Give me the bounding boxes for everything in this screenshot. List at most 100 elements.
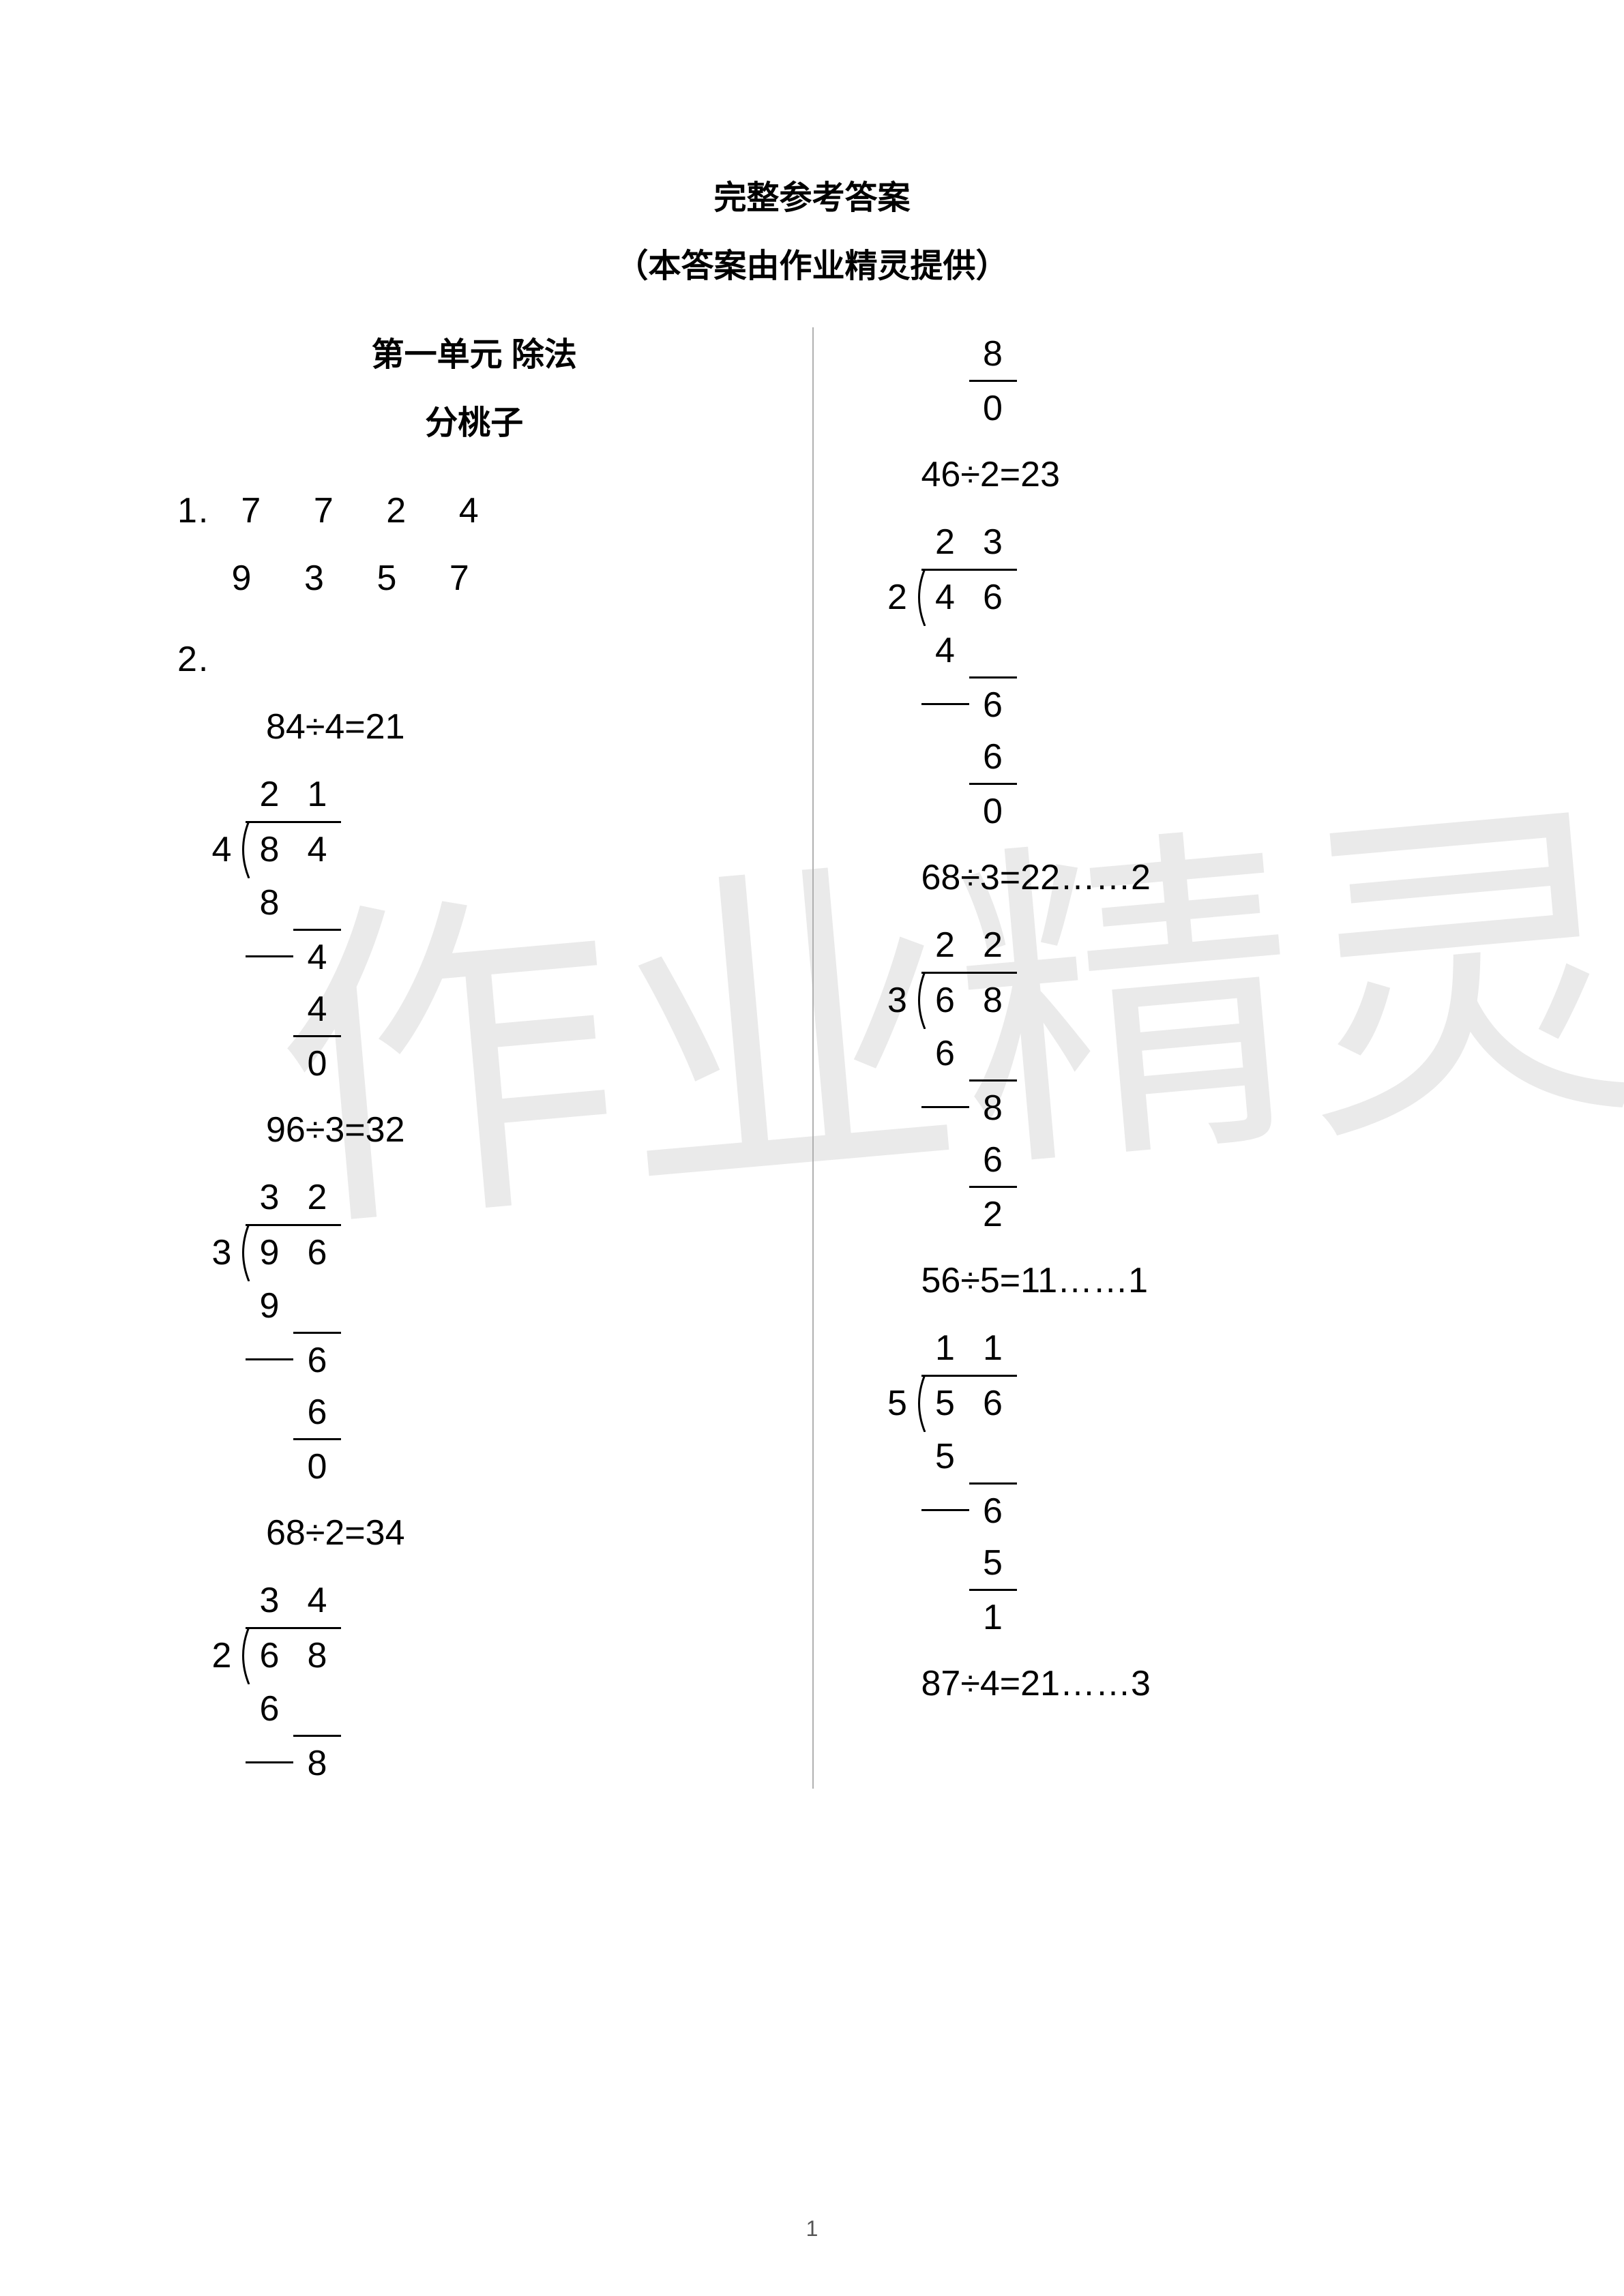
equation: 96÷3=32 (266, 1109, 771, 1150)
q1-values-row2: 9 3 5 7 (211, 558, 490, 598)
s-digit: 6 (921, 1027, 969, 1080)
d-digit: 5 (921, 1377, 969, 1430)
step-row: 6 (874, 1133, 1447, 1187)
step-row: 4 (198, 983, 771, 1036)
quotient-bar: 2 2 (921, 919, 1017, 974)
long-division-3: 3 4 2 6 8 6 (198, 1574, 771, 1789)
rule (246, 955, 293, 957)
s-digit: 6 (293, 1386, 341, 1439)
q-digit: 1 (293, 768, 341, 821)
quotient-bar: 2 1 (246, 768, 341, 823)
step-row: 1 (874, 1590, 1447, 1643)
long-division-r2: 2 2 3 6 8 6 8 6 (874, 919, 1447, 1240)
q1-v: 3 (284, 545, 345, 612)
step-row: 4 (874, 624, 1447, 677)
quotient-bar: 1 1 (921, 1322, 1017, 1377)
q-digit: 3 (246, 1171, 293, 1224)
d-digit: 8 (969, 974, 1017, 1027)
step-row: 6 (874, 1483, 1447, 1536)
q1-v: 7 (221, 477, 282, 545)
q1-values-row1: 7 7 2 4 (221, 491, 500, 531)
quotient-bar: 2 3 (921, 516, 1017, 571)
step-row: 6 (198, 1332, 771, 1386)
step-row: 8 (874, 1080, 1447, 1133)
unit-title: 第一单元 除法 (177, 327, 771, 375)
q-digit: 2 (969, 919, 1017, 972)
step-row: 5 (874, 1536, 1447, 1590)
step-row: 6 (874, 730, 1447, 784)
s-digit: 0 (293, 1035, 341, 1090)
step-row: 6 (874, 677, 1447, 730)
step-row: 0 (198, 1439, 771, 1492)
equation: 87÷4=21……3 (921, 1663, 1447, 1704)
step-row: 0 (198, 1036, 771, 1089)
d-digit: 6 (969, 1377, 1017, 1430)
dividend-row: 3 6 8 (874, 974, 1447, 1027)
s-digit: 6 (969, 730, 1017, 784)
step-row: 6 (198, 1386, 771, 1439)
s-digit: 5 (921, 1430, 969, 1483)
s-digit: 9 (246, 1279, 293, 1332)
subtitle: （本答案由作业精灵提供） (136, 239, 1488, 286)
q1-v: 7 (429, 545, 490, 612)
s-digit: 0 (969, 783, 1017, 838)
step-row: 2 (874, 1187, 1447, 1240)
long-division-1: 2 1 4 8 4 8 (198, 768, 771, 1089)
s-digit: 4 (921, 624, 969, 677)
divisor: 5 (874, 1377, 921, 1430)
step-row: 6 (198, 1682, 771, 1735)
divisor: 2 (874, 571, 921, 624)
d-digit: 8 (246, 823, 293, 876)
d-digit: 8 (293, 1629, 341, 1682)
step-row: 9 (198, 1279, 771, 1332)
long-division-tail: 8 0 (874, 327, 1447, 434)
q-digit: 1 (921, 1322, 969, 1375)
dividend-row: 3 9 6 (198, 1226, 771, 1279)
d-digit: 6 (246, 1629, 293, 1682)
answer-row-2: 9 3 5 7 (211, 545, 771, 612)
divisor: 2 (198, 1629, 246, 1682)
q-digit: 2 (293, 1171, 341, 1224)
right-column: 8 0 46÷2=23 2 3 2 4 (812, 327, 1488, 1809)
q-digit: 2 (921, 919, 969, 972)
s-digit: 8 (293, 1735, 341, 1790)
step-row: 6 (874, 1027, 1447, 1080)
q-digit: 3 (246, 1574, 293, 1627)
left-column: 第一单元 除法 分桃子 1. 7 7 2 4 9 3 5 (136, 327, 812, 1809)
q-digit: 2 (246, 768, 293, 821)
section-title: 分桃子 (177, 396, 771, 443)
step-row: 8 (198, 1735, 771, 1789)
step-row: 0 (874, 784, 1447, 837)
dividend-row: 4 8 4 (198, 823, 771, 876)
equation: 84÷4=21 (266, 706, 771, 747)
long-division-r1: 2 3 2 4 6 4 6 6 (874, 516, 1447, 837)
dividend-row: 2 6 8 (198, 1629, 771, 1682)
step-row: 8 (198, 876, 771, 929)
d-digit: 4 (921, 571, 969, 624)
q1-v: 5 (357, 545, 418, 612)
d-digit: 4 (293, 823, 341, 876)
column-divider (812, 327, 814, 1789)
q2-label: 2. (177, 626, 771, 694)
q-digit: 3 (969, 516, 1017, 569)
q1-v: 7 (293, 477, 355, 545)
q-digit: 2 (921, 516, 969, 569)
content-wrapper: 完整参考答案 （本答案由作业精灵提供） 第一单元 除法 分桃子 1. 7 7 2… (136, 170, 1488, 1809)
s-digit: 6 (969, 676, 1017, 732)
step-row: 4 (198, 929, 771, 983)
s-digit: 8 (969, 327, 1017, 381)
step-row: 0 (874, 381, 1447, 434)
q-digit: 1 (969, 1322, 1017, 1375)
q1-v: 4 (439, 477, 500, 545)
quotient-bar: 3 4 (246, 1574, 341, 1629)
step-row: 8 (874, 327, 1447, 381)
s-digit: 4 (293, 929, 341, 984)
s-digit: 0 (293, 1438, 341, 1493)
s-digit: 0 (969, 380, 1017, 435)
main-title: 完整参考答案 (136, 170, 1488, 218)
page: 作业精灵 完整参考答案 （本答案由作业精灵提供） 第一单元 除法 分桃子 1. … (0, 0, 1624, 2296)
s-digit: 2 (969, 1186, 1017, 1241)
dividend-row: 2 4 6 (874, 571, 1447, 624)
q-digit: 4 (293, 1574, 341, 1627)
s-digit: 8 (246, 876, 293, 929)
